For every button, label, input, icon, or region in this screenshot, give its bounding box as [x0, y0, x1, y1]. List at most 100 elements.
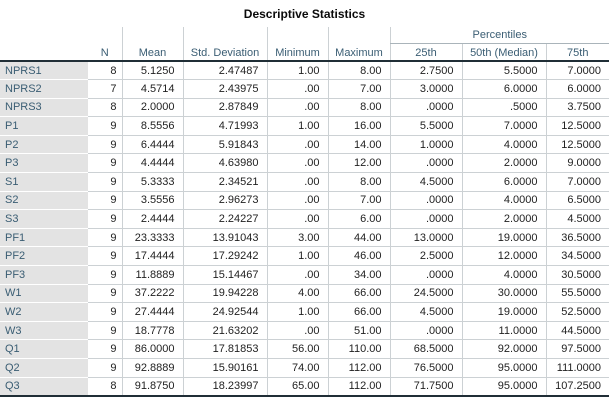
cell-n: 8 [88, 377, 122, 397]
cell-std-deviation: 2.34521 [182, 172, 267, 192]
cell-minimum: .00 [266, 135, 328, 155]
cell-p25: .0000 [389, 98, 462, 118]
cell-maximum: 8.00 [327, 61, 390, 81]
cell-minimum: 74.00 [266, 358, 328, 378]
row-label: Q1 [0, 339, 88, 359]
cell-std-deviation: 19.94228 [182, 284, 267, 304]
cell-p75: 107.2500 [545, 377, 609, 397]
cell-n: 9 [88, 284, 122, 304]
cell-n: 9 [88, 228, 122, 248]
cell-std-deviation: 15.14467 [182, 265, 267, 285]
cell-n: 9 [88, 321, 122, 341]
table-row: Q3 8 91.8750 18.23997 65.00 112.00 71.7500 95.0… [0, 377, 609, 397]
cell-std-deviation: 2.87849 [182, 98, 267, 118]
cell-maximum: 112.00 [327, 358, 390, 378]
table-row: Q2 9 92.8889 15.90161 74.00 112.00 76.5000 95.0… [0, 358, 609, 378]
row-label: W1 [0, 284, 88, 304]
stub-cell [0, 43, 88, 62]
row-label: S3 [0, 209, 88, 229]
table-row: Q1 9 86.0000 17.81853 56.00 110.00 68.5000 92.0… [0, 339, 609, 359]
cell-p75: 6.5000 [545, 191, 609, 211]
table-row: NPRS1 8 5.1250 2.47487 1.00 8.00 2.7500 5.5000 7… [0, 61, 609, 81]
table-row: P2 9 6.4444 5.91843.00 14.00 1.0000 4.0000 12.5… [0, 135, 609, 155]
cell-p25: 2.7500 [389, 61, 462, 81]
cell-p75: 12.5000 [545, 116, 609, 136]
cell-mean: 3.5556 [121, 191, 183, 211]
cell-p75: 52.5000 [545, 302, 609, 322]
cell-n: 8 [88, 98, 122, 118]
cell-p75: 12.5000 [545, 135, 609, 155]
cell-maximum: 66.00 [327, 302, 390, 322]
table-row: PF3 9 11.8889 15.14467.00 34.00.0000 4.0000 30… [0, 265, 609, 285]
cell-p50-median: 11.0000 [461, 321, 546, 341]
column-header-n: N [88, 43, 122, 62]
cell-p25: 76.5000 [389, 358, 462, 378]
table-row: S1 9 5.3333 2.34521.00 8.00 4.5000 6.0000 7.000… [0, 172, 609, 192]
row-label: PF1 [0, 228, 88, 248]
cell-minimum: .00 [266, 191, 328, 211]
cell-minimum: 65.00 [266, 377, 328, 397]
cell-p50-median: 4.0000 [461, 191, 546, 211]
row-label: P2 [0, 135, 88, 155]
cell-p50-median: 4.0000 [461, 265, 546, 285]
cell-mean: 6.4444 [121, 135, 183, 155]
cell-maximum: 51.00 [327, 321, 390, 341]
cell-mean: 27.4444 [121, 302, 183, 322]
cell-p50-median: 4.0000 [461, 135, 546, 155]
cell-n: 9 [88, 135, 122, 155]
column-header-mean: Mean [121, 43, 183, 62]
cell-p25: 4.5000 [389, 302, 462, 322]
cell-n: 9 [88, 246, 122, 267]
cell-minimum: 1.00 [266, 116, 328, 136]
cell-p25: 1.0000 [389, 135, 462, 155]
cell-mean: 8.5556 [121, 116, 183, 136]
cell-p25: .0000 [389, 191, 462, 211]
cell-p75: 111.0000 [545, 358, 609, 378]
cell-maximum: 66.00 [327, 284, 390, 304]
cell-p50-median: 6.0000 [461, 172, 546, 192]
cell-p75: 3.7500 [545, 98, 609, 118]
row-label: Q3 [0, 377, 88, 397]
cell-p75: 34.5000 [545, 246, 609, 267]
cell-p75: 7.0000 [545, 172, 609, 192]
cell-minimum: .00 [266, 153, 328, 174]
percentiles-group-header: Percentiles [389, 27, 609, 44]
row-label: W2 [0, 302, 88, 322]
table-row: P1 9 8.5556 4.71993 1.00 16.00 5.5000 7.0000 12.… [0, 116, 609, 136]
cell-minimum: 4.00 [266, 284, 328, 304]
cell-maximum: 44.00 [327, 228, 390, 248]
cell-maximum: 16.00 [327, 116, 390, 136]
column-header-std-deviation: Std. Deviation [182, 43, 267, 62]
cell-p25: 68.5000 [389, 339, 462, 359]
cell-minimum: .00 [266, 172, 328, 192]
cell-p25: .0000 [389, 321, 462, 341]
cell-mean: 92.8889 [121, 358, 183, 378]
cell-p75: 44.5000 [545, 321, 609, 341]
cell-maximum: 14.00 [327, 135, 390, 155]
cell-maximum: 12.00 [327, 153, 390, 174]
cell-mean: 86.0000 [121, 339, 183, 359]
cell-n: 9 [88, 302, 122, 322]
table-row: NPRS3 8 2.0000 2.87849.00 8.00.0000.5000 3.75… [0, 98, 609, 118]
cell-p50-median: 95.0000 [461, 377, 546, 397]
cell-p75: 7.0000 [545, 61, 609, 81]
cell-n: 9 [88, 339, 122, 359]
cell-p25: .0000 [389, 153, 462, 174]
cell-p50-median: 95.0000 [461, 358, 546, 378]
cell-minimum: .00 [266, 209, 328, 229]
table-row: W2 9 27.4444 24.92544 1.00 66.00 4.5000 19.0000… [0, 302, 609, 322]
cell-mean: 4.4444 [121, 153, 183, 174]
cell-p25: 3.0000 [389, 79, 462, 99]
cell-n: 9 [88, 265, 122, 285]
cell-p25: 13.0000 [389, 228, 462, 248]
cell-p25: 24.5000 [389, 284, 462, 304]
spacer-cell-mean [121, 27, 183, 43]
row-label: Q2 [0, 358, 88, 378]
cell-std-deviation: 2.47487 [182, 61, 267, 81]
cell-minimum: 1.00 [266, 302, 328, 322]
cell-std-deviation: 24.92544 [182, 302, 267, 322]
row-label: PF2 [0, 246, 88, 267]
cell-mean: 5.1250 [121, 61, 183, 81]
column-header-25th: 25th [389, 43, 462, 62]
stub-cell [0, 27, 88, 43]
